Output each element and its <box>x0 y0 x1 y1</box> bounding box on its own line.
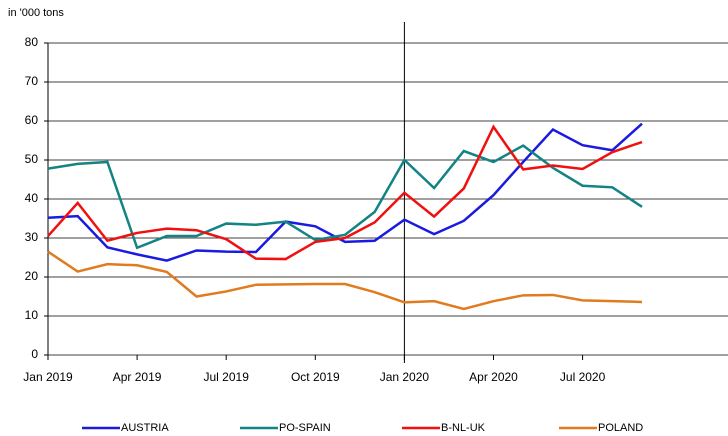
series-line <box>47 144 643 250</box>
x-tick-label: Oct 2019 <box>291 370 340 384</box>
x-tick-label: Jul 2019 <box>204 370 250 384</box>
y-tick-label: 20 <box>25 269 39 283</box>
x-tick-label: Apr 2020 <box>469 370 518 384</box>
series-line <box>47 250 643 311</box>
x-tick-label: Jan 2020 <box>380 370 430 384</box>
y-tick-label: 0 <box>31 347 38 361</box>
legend-label: POLAND <box>598 422 643 434</box>
y-tick-label: 80 <box>25 35 39 49</box>
x-tick-label: Apr 2019 <box>113 370 162 384</box>
y-tick-label: 30 <box>25 230 39 244</box>
y-tick-label: 40 <box>25 191 39 205</box>
y-tick-label: 70 <box>25 74 39 88</box>
legend-label: B-NL-UK <box>441 422 486 434</box>
legend-label: PO-SPAIN <box>279 422 331 434</box>
legend-label: AUSTRIA <box>121 422 169 434</box>
unit-label: in '000 tons <box>8 7 64 19</box>
x-tick-label: Jul 2020 <box>560 370 606 384</box>
series-line <box>47 124 643 261</box>
y-tick-label: 10 <box>25 308 39 322</box>
x-tick-label: Jan 2019 <box>23 370 73 384</box>
series-line <box>47 122 643 262</box>
y-tick-label: 50 <box>25 152 39 166</box>
y-tick-label: 60 <box>25 113 39 127</box>
